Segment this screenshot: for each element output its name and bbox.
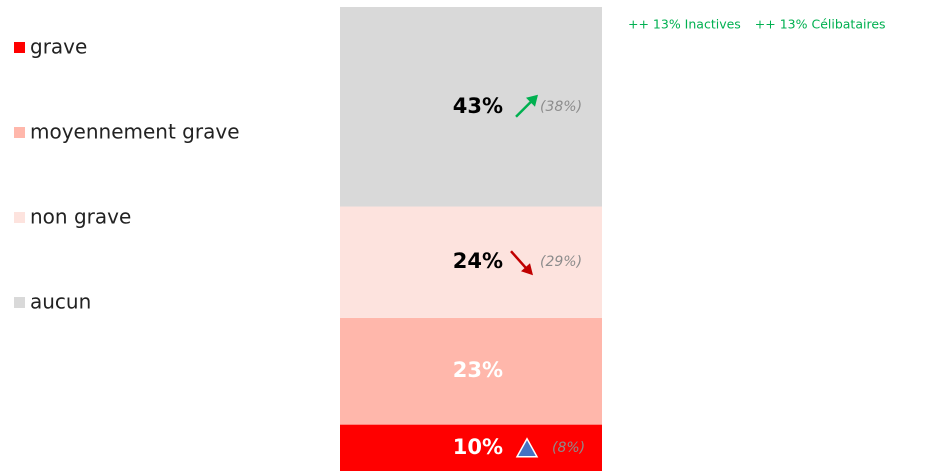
trend-triangle [515, 437, 539, 458]
legend-label: moyennement grave [30, 120, 240, 144]
bar-segment [340, 317, 602, 425]
bar-segment [340, 424, 602, 471]
trend-arrow [510, 250, 528, 271]
value-label: 23% [453, 358, 503, 382]
value-label: 43% [453, 94, 503, 118]
trend-arrow-head [521, 263, 533, 276]
legend-label: aucun [30, 290, 91, 314]
legend-label: grave [30, 35, 87, 59]
trend-arrow-head [526, 94, 538, 107]
legend-swatch [14, 42, 25, 53]
previous-value: (29%) [540, 254, 582, 270]
legend-label: non grave [30, 205, 131, 229]
legend-swatch [14, 212, 25, 223]
note: ++ 13% Célibataires [755, 17, 886, 32]
bar-segment [340, 7, 602, 207]
trend-arrow [515, 99, 533, 118]
bar-segment [340, 206, 602, 318]
previous-value: (8%) [552, 440, 585, 456]
value-label: 10% [453, 435, 503, 459]
legend-swatch [14, 127, 25, 138]
legend-swatch [14, 297, 25, 308]
value-label: 24% [453, 249, 503, 273]
previous-value: (38%) [540, 99, 582, 115]
note: ++ 13% Inactives [628, 17, 741, 32]
